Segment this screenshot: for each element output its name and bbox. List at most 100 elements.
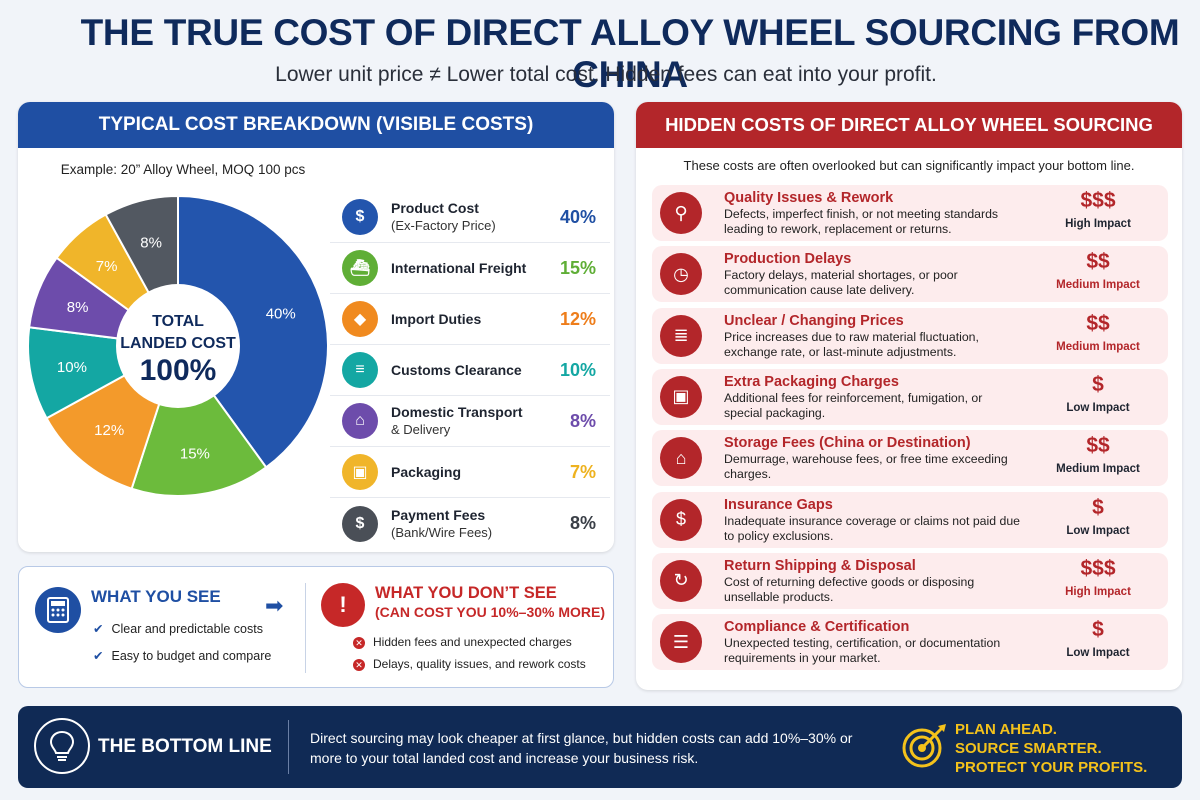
legend-row: ◆ Import Duties 12% xyxy=(330,294,610,345)
legend-percent: 10% xyxy=(559,359,596,380)
coin-icon: $ xyxy=(342,505,378,542)
dont-see-subtitle: (CAN COST YOU 10%–30% MORE) xyxy=(375,604,606,620)
document-icon: ≡ xyxy=(342,352,378,388)
donut-slice-label: 12% xyxy=(94,422,124,439)
donut-center-line2: LANDED COST xyxy=(120,335,236,352)
page-subtitle: Lower unit price ≠ Lower total cost. Hid… xyxy=(275,63,937,86)
cost-breakdown-panel: TYPICAL COST BREAKDOWN (VISIBLE COSTS) E… xyxy=(18,102,614,552)
legend-label: Packaging xyxy=(391,464,462,480)
example-caption: Example: 20” Alloy Wheel, MOQ 100 pcs xyxy=(60,162,306,177)
shield-icon: ◆ xyxy=(342,301,378,337)
slogan-line: PLAN AHEAD. xyxy=(955,721,1057,738)
hidden-cost-row: ☰ Compliance & Certification Unexpected te… xyxy=(652,614,1168,671)
checkmark-icon: ✔ xyxy=(93,622,104,636)
divider xyxy=(288,720,289,774)
hidden-cost-description: Cost of returning defective goods or dis… xyxy=(724,574,975,604)
donut-slice-label: 8% xyxy=(140,234,162,251)
lightbulb-icon xyxy=(34,718,90,774)
hidden-cost-description: Price increases due to raw material fluc… xyxy=(724,329,979,359)
hidden-cost-title: Return Shipping & Disposal xyxy=(724,557,916,574)
page-title: THE TRUE COST OF DIRECT ALLOY WHEEL SOUR… xyxy=(80,12,1180,95)
dont-see-item: ✕ Delays, quality issues, and rework cost… xyxy=(353,657,586,671)
hidden-cost-description: Factory delays, material shortages, or p… xyxy=(724,268,958,298)
checkmark-icon: ✔ xyxy=(93,649,104,663)
legend-text: Payment Fees (Bank/Wire Fees) xyxy=(391,506,550,542)
legend-label: Domestic Transport xyxy=(391,404,523,420)
impact-level: Low Impact xyxy=(1066,401,1130,414)
legend-text: Customs Clearance xyxy=(391,361,550,379)
legend-percent: 8% xyxy=(569,410,596,431)
bottom-line-text: Direct sourcing may look cheaper at firs… xyxy=(310,730,853,766)
hidden-cost-title: Compliance & Certification xyxy=(724,619,910,636)
legend-label: Payment Fees xyxy=(391,506,486,523)
hidden-cost-row: ◷ Production Delays Factory delays, materi… xyxy=(652,246,1168,303)
donut-slice-label: 15% xyxy=(180,446,210,463)
cost-legend: $ Product Cost (Ex-Factory Price) 40% ⛴ Inter… xyxy=(330,192,610,549)
donut-slice-label: 8% xyxy=(67,299,89,316)
impact-level: High Impact xyxy=(1065,585,1131,598)
legend-text: Product Cost (Ex-Factory Price) xyxy=(391,199,550,235)
legend-label: Import Duties xyxy=(391,311,482,327)
ship-icon: ⛴ xyxy=(342,250,378,286)
price-tag-icon: $ xyxy=(342,199,378,235)
impact-level: Low Impact xyxy=(1066,647,1130,660)
hidden-costs-header: HIDDEN COSTS OF DIRECT ALLOY WHEEL SOURC… xyxy=(636,102,1182,148)
impact-level: Low Impact xyxy=(1066,524,1130,537)
hidden-cost-title: Storage Fees (China or Destination) xyxy=(724,435,971,452)
impact-dollars: $$ xyxy=(1086,250,1110,274)
divider xyxy=(305,583,306,673)
impact-dollars: $$ xyxy=(1086,311,1110,335)
legend-row: ≡ Customs Clearance 10% xyxy=(330,345,610,396)
arrow-right-icon: ➡ xyxy=(265,593,284,618)
legend-label: International Freight xyxy=(391,260,527,276)
cost-donut-chart: 40% 15% 12% 10% 8% 7% 8% TOTAL LANDED COST 100… xyxy=(28,194,328,497)
x-mark-icon: ✕ xyxy=(353,637,365,649)
legend-percent: 7% xyxy=(569,461,596,482)
hidden-cost-row: $ Insurance Gaps Inadequate insurance cove… xyxy=(652,491,1168,548)
hidden-costs-panel: HIDDEN COSTS OF DIRECT ALLOY WHEEL SOURC… xyxy=(636,102,1182,690)
target-icon xyxy=(902,724,946,768)
legend-percent: 8% xyxy=(569,513,596,533)
impact-dollars: $$$ xyxy=(1080,556,1116,580)
impact-level: Medium Impact xyxy=(1056,463,1140,476)
hidden-cost-title: Quality Issues & Rework xyxy=(724,190,894,206)
hidden-cost-title: Unclear / Changing Prices xyxy=(724,312,904,329)
legend-percent: 40% xyxy=(559,206,596,227)
legend-text: Domestic Transport & Delivery xyxy=(391,403,550,439)
legend-percent: 15% xyxy=(559,257,596,278)
legend-percent: 12% xyxy=(559,308,596,329)
impact-level: Medium Impact xyxy=(1056,340,1140,353)
bottom-line-banner: THE BOTTOM LINE Direct sourcing may look… xyxy=(18,706,1182,788)
see-item: ✔ Easy to budget and compare xyxy=(93,649,272,663)
impact-dollars: $$$ xyxy=(1080,189,1116,212)
donut-slice-label: 10% xyxy=(57,359,87,376)
hidden-cost-description: Unexpected testing, certification, or do… xyxy=(724,636,1001,666)
legend-row: ⌂ Domestic Transport & Delivery 8% xyxy=(330,396,610,447)
legend-row: $ Payment Fees (Bank/Wire Fees) 8% xyxy=(330,498,610,549)
hidden-cost-description: Defects, imperfect finish, or not meetin… xyxy=(724,207,999,236)
hidden-cost-row: ≣ Unclear / Changing Prices Price increase… xyxy=(652,307,1168,364)
certificate-icon: ☰ xyxy=(660,621,702,664)
slogan-line: PROTECT YOUR PROFITS. xyxy=(955,759,1148,776)
legend-label: Customs Clearance xyxy=(391,362,522,378)
warehouse-icon: ⌂ xyxy=(660,437,702,480)
hidden-cost-title: Insurance Gaps xyxy=(724,496,833,513)
legend-text: Import Duties xyxy=(391,310,550,328)
clock-icon: ◷ xyxy=(660,253,702,296)
bottom-line-title: THE BOTTOM LINE xyxy=(98,736,272,757)
see-vs-dont-see-box: WHAT YOU SEE ✔ Clear and predictable cost… xyxy=(18,566,614,688)
see-title: WHAT YOU SEE xyxy=(91,587,221,606)
impact-dollars: $$ xyxy=(1086,434,1110,458)
impact-dollars: $ xyxy=(1092,618,1104,642)
hidden-cost-title: Production Delays xyxy=(724,251,852,268)
slogan-line: SOURCE SMARTER. xyxy=(955,740,1102,757)
hidden-cost-row: ↻ Return Shipping & Disposal Cost of retur… xyxy=(652,552,1168,609)
see-item: ✔ Clear and predictable costs xyxy=(93,622,263,636)
dont-see-item: ✕ Hidden fees and unexpected charges xyxy=(353,635,572,649)
calculator-icon xyxy=(35,587,81,633)
invoice-icon: ≣ xyxy=(660,314,702,357)
legend-text: Packaging xyxy=(391,463,550,481)
impact-dollars: $ xyxy=(1092,495,1104,519)
donut-slice-label: 40% xyxy=(266,306,296,323)
hidden-cost-description: Additional fees for reinforcement, fumig… xyxy=(724,390,983,420)
